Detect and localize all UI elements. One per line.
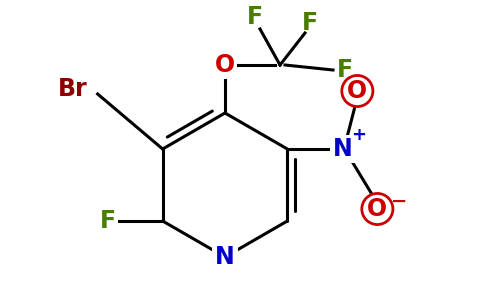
Text: F: F xyxy=(337,58,353,82)
Text: Br: Br xyxy=(58,77,88,101)
Text: +: + xyxy=(351,126,366,144)
Text: −: − xyxy=(391,191,408,211)
Text: O: O xyxy=(367,197,387,221)
Text: F: F xyxy=(302,11,318,35)
Text: N: N xyxy=(333,137,352,161)
Text: N: N xyxy=(215,245,235,269)
Text: O: O xyxy=(348,79,367,103)
Text: F: F xyxy=(100,209,116,233)
Text: O: O xyxy=(215,53,235,77)
Text: F: F xyxy=(247,5,263,29)
